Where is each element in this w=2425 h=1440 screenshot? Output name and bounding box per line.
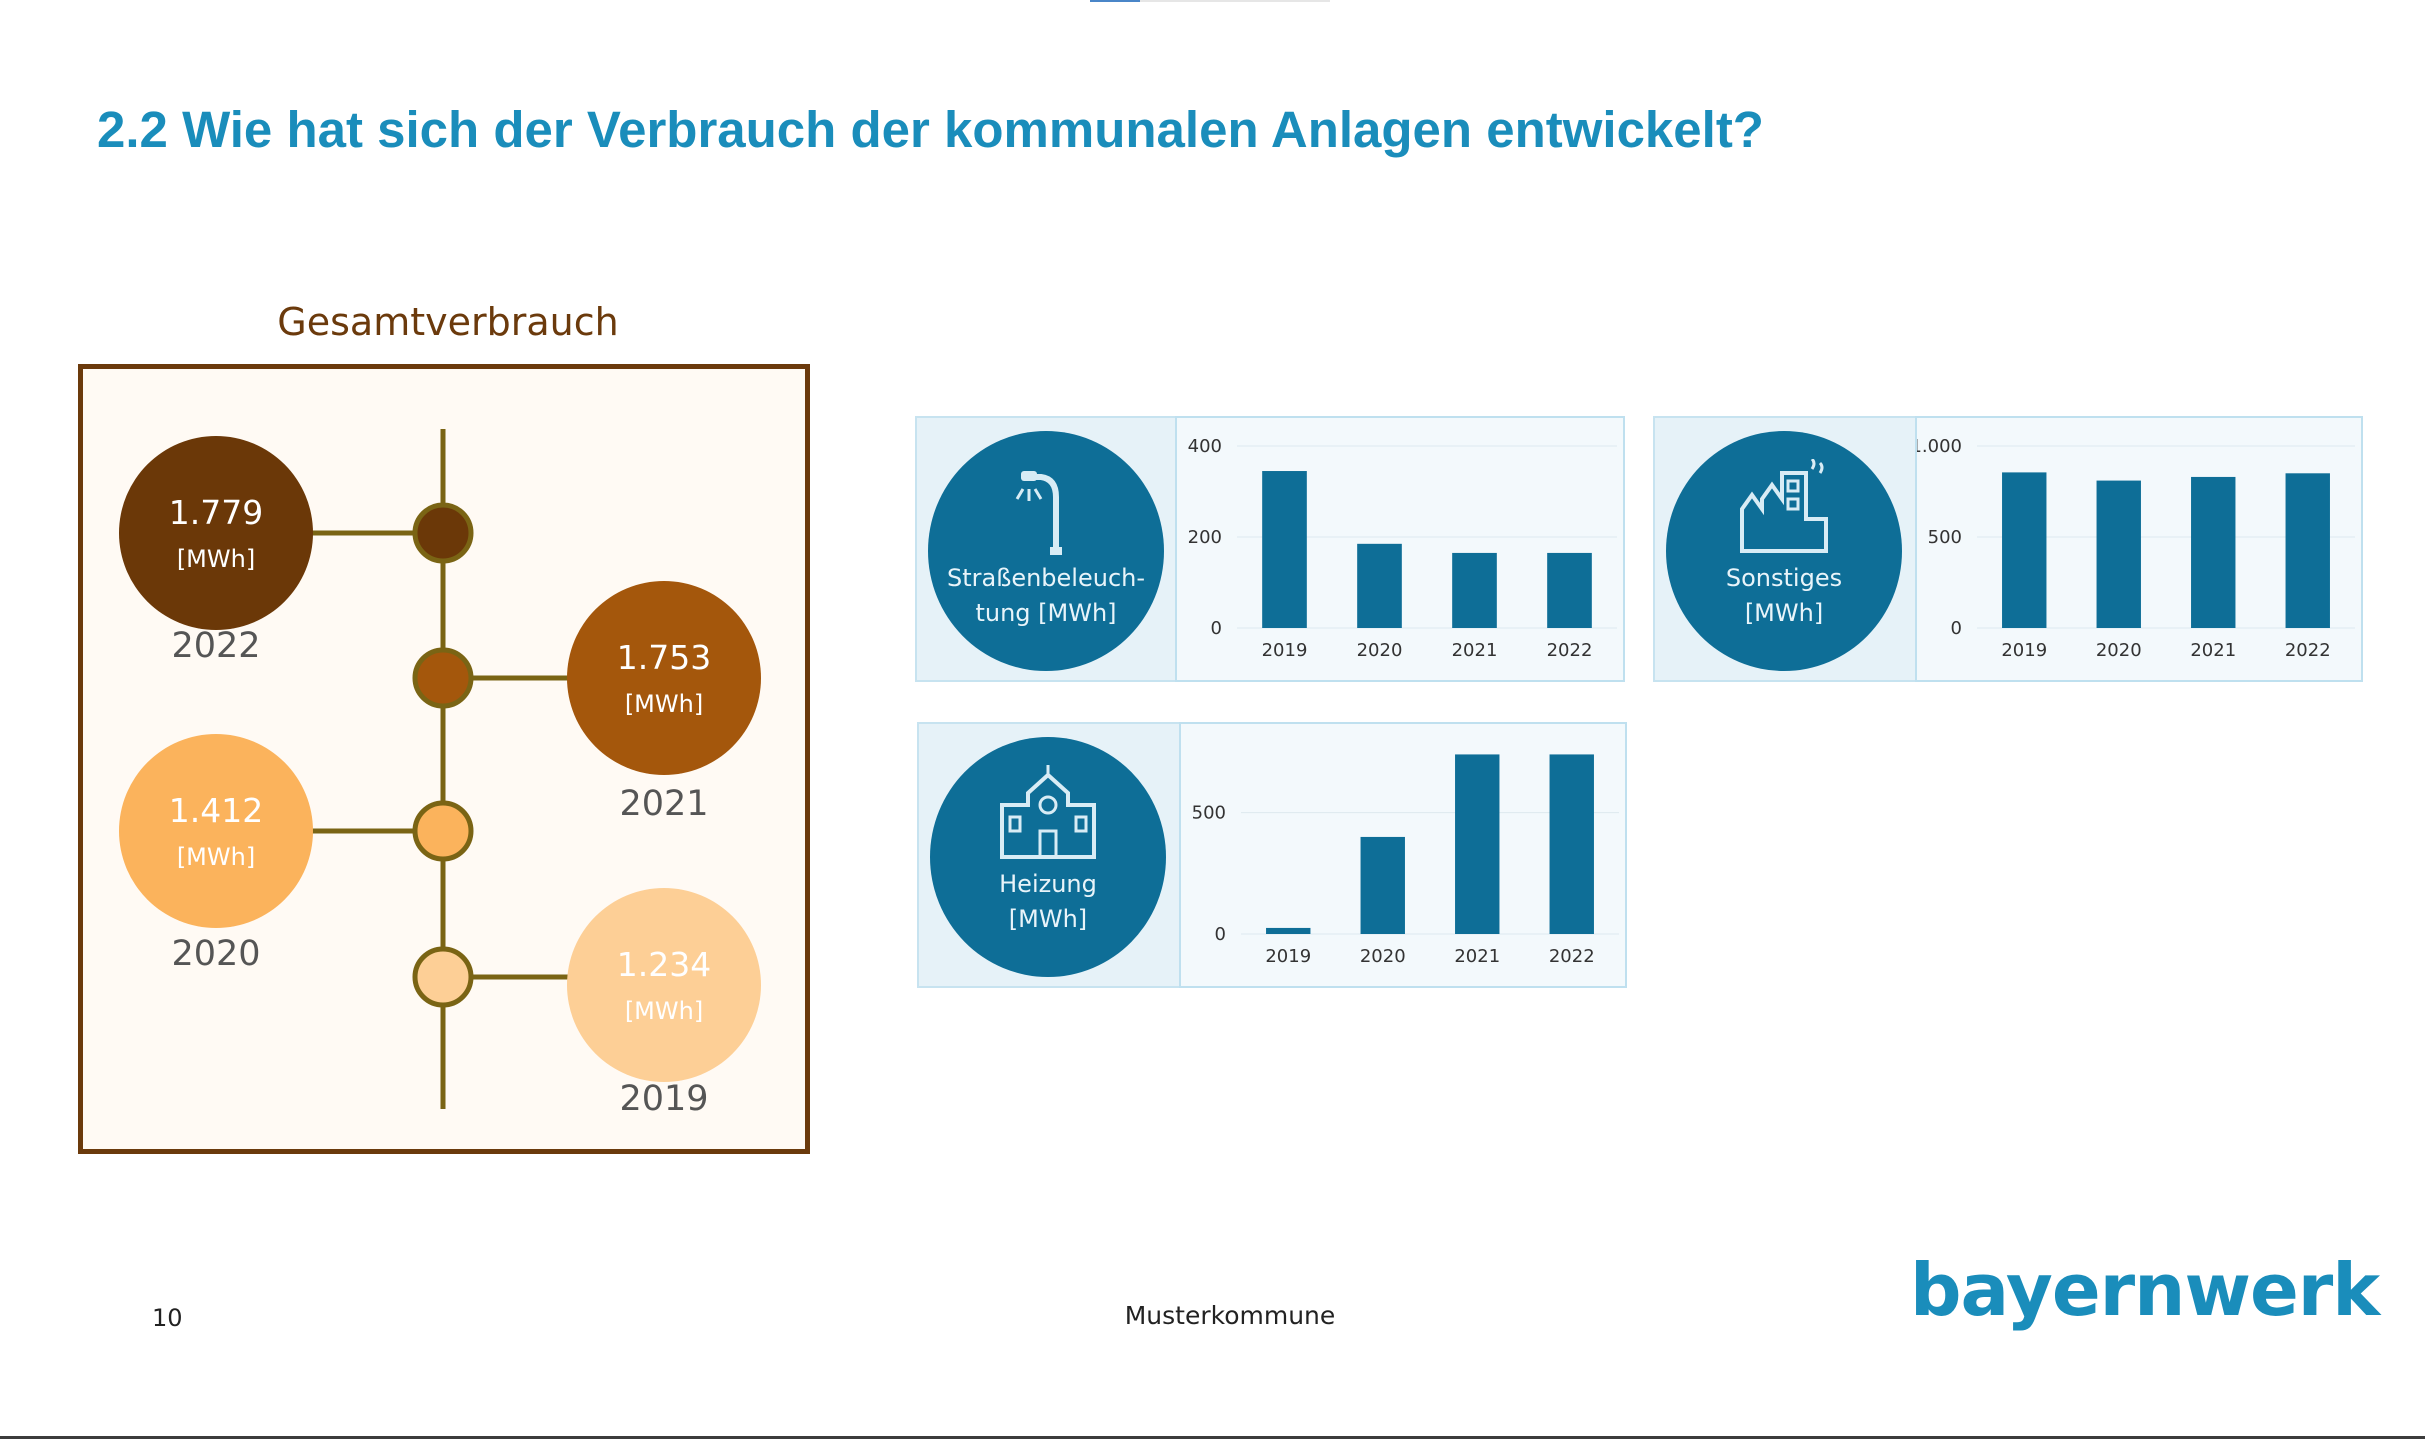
bar-2022 (1549, 754, 1594, 934)
year-label-2019: 2019 (619, 1079, 709, 1119)
heating-panel: Heizung [MWh] 0 500 2019 2020 2021 2022 (917, 722, 1627, 988)
x-tick-label: 2021 (2190, 640, 2236, 661)
bubble-unit: [MWh] (176, 842, 256, 871)
street-lighting-bar-chart: 0 200 400 2019 2020 2021 2022 (1188, 436, 1617, 661)
x-tick-label: 2020 (1357, 640, 1403, 661)
x-tick-label: 2022 (2285, 640, 2331, 661)
street-lighting-label: Straßenbeleuch- tung [MWh] (947, 561, 1145, 631)
bar-2019 (1266, 927, 1311, 934)
x-tick-label: 2019 (1262, 640, 1308, 661)
bar-2020 (1360, 836, 1405, 934)
bar-2021 (2191, 476, 2236, 628)
y-tick-label: 0 (1211, 618, 1222, 639)
x-tick-label: 2020 (1360, 946, 1406, 967)
x-tick-label: 2022 (1547, 640, 1593, 661)
bar-2020 (1357, 543, 1402, 628)
heating-badge: Heizung [MWh] (930, 737, 1166, 977)
bubble-2022: 1.779 [MWh] (119, 436, 313, 630)
x-tick-label: 2021 (1452, 640, 1498, 661)
total-consumption-box: 1.779 [MWh] 2022 1.753 [MWh] 2021 1.412 … (78, 364, 810, 1154)
timeline-node-2021 (412, 647, 474, 709)
other-chart: 0 500 1.000 2019 2020 2021 2022 (1915, 416, 2363, 682)
top-accent-line (1090, 0, 1330, 2)
heating-label-line1: Heizung (999, 870, 1097, 899)
heating-chart: 0 500 2019 2020 2021 2022 (1179, 722, 1627, 988)
y-tick-label: 400 (1188, 436, 1222, 457)
other-panel: Sonstiges [MWh] 0 500 1.000 2019 2020 2021 202… (1653, 416, 2363, 682)
timeline-node-2020 (412, 800, 474, 862)
y-tick-label: 0 (1215, 924, 1226, 945)
bubble-value: 1.412 (168, 791, 264, 831)
bubble-value: 1.779 (168, 493, 264, 533)
bubble-2020: 1.412 [MWh] (119, 734, 313, 928)
heating-label-line2: [MWh] (1008, 905, 1088, 934)
x-tick-label: 2020 (2096, 640, 2142, 661)
y-tick-label: 500 (1928, 527, 1962, 548)
x-tick-label: 2019 (1265, 946, 1311, 967)
heating-bar-chart: 0 500 2019 2020 2021 2022 (1192, 754, 1619, 967)
bar-2019 (2002, 472, 2047, 628)
bar-2022 (2285, 473, 2330, 628)
y-tick-label: 0 (1951, 618, 1962, 639)
timeline-node-2022 (412, 502, 474, 564)
year-label-2020: 2020 (171, 934, 261, 974)
bubble-unit: [MWh] (624, 689, 704, 718)
bar-2020 (2096, 480, 2141, 628)
y-tick-label: 1.000 (1917, 436, 1962, 457)
other-label-line2: [MWh] (1744, 599, 1824, 628)
factory-icon (1734, 457, 1834, 564)
bar-2019 (1262, 471, 1307, 628)
street-lighting-chart: 0 200 400 2019 2020 2021 2022 (1175, 416, 1625, 682)
footer-text: Musterkommune (1124, 1301, 1336, 1330)
year-label-2021: 2021 (619, 784, 709, 824)
x-tick-label: 2022 (1549, 946, 1595, 967)
street-lamp-icon (1001, 459, 1091, 564)
bayernwerk-logo: bayernwerk (1910, 1248, 2380, 1332)
street-lighting-label-line1: Straßenbeleuch- (946, 564, 1146, 593)
street-lighting-panel: Straßenbeleuch- tung [MWh] 0 200 400 2019 20… (915, 416, 1625, 682)
bubble-2021: 1.753 [MWh] (567, 581, 761, 775)
total-consumption-title: Gesamtverbrauch (277, 300, 619, 344)
other-label-line1: Sonstiges (1725, 564, 1843, 593)
building-icon (998, 765, 1098, 866)
y-tick-label: 500 (1192, 803, 1226, 824)
x-tick-label: 2021 (1454, 946, 1500, 967)
other-bar-chart: 0 500 1.000 2019 2020 2021 2022 (1917, 436, 2355, 661)
bar-2022 (1547, 552, 1592, 628)
year-label-2022: 2022 (171, 626, 261, 666)
y-tick-label: 200 (1188, 527, 1222, 548)
slide-title: 2.2 Wie hat sich der Verbrauch der kommu… (97, 101, 1764, 158)
top-accent-marker (1090, 0, 1140, 2)
heating-label: Heizung [MWh] (999, 867, 1097, 937)
other-badge: Sonstiges [MWh] (1666, 431, 1902, 671)
bubble-value: 1.234 (616, 945, 712, 985)
other-label: Sonstiges [MWh] (1726, 561, 1842, 631)
page-number: 10 (152, 1304, 183, 1332)
bar-2021 (1455, 754, 1500, 934)
bar-2021 (1452, 552, 1497, 628)
street-lighting-label-line2: tung [MWh] (975, 599, 1117, 628)
bubble-value: 1.753 (616, 638, 712, 678)
bubble-unit: [MWh] (176, 544, 256, 573)
street-lighting-badge: Straßenbeleuch- tung [MWh] (928, 431, 1164, 671)
bubble-unit: [MWh] (624, 996, 704, 1025)
timeline-node-2019 (412, 946, 474, 1008)
bottom-divider (0, 1436, 2425, 1439)
x-tick-label: 2019 (2001, 640, 2047, 661)
bubble-2019: 1.234 [MWh] (567, 888, 761, 1082)
